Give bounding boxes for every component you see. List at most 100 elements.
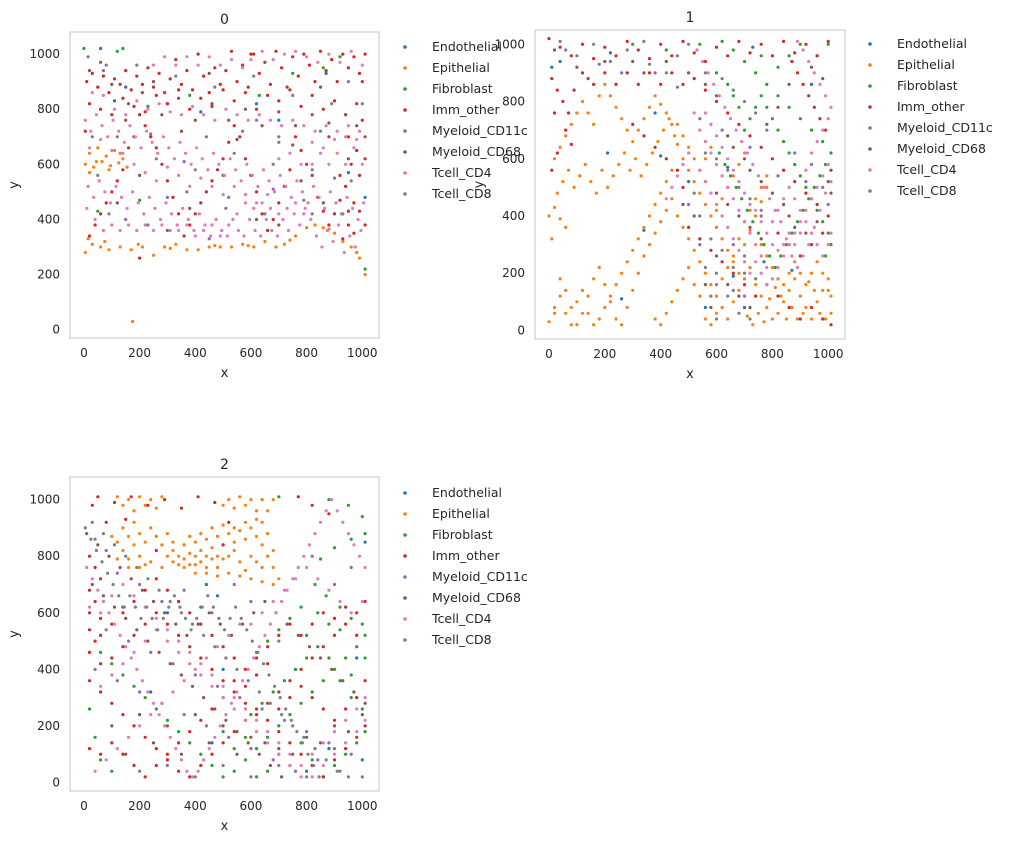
data-point xyxy=(815,300,819,304)
data-point xyxy=(87,650,92,655)
data-point xyxy=(271,599,275,604)
data-point xyxy=(608,294,613,298)
data-point xyxy=(659,102,663,106)
legend-marker xyxy=(403,638,407,642)
data-point xyxy=(204,135,208,139)
data-point xyxy=(748,228,752,232)
data-point xyxy=(93,537,97,541)
data-point xyxy=(337,223,341,227)
data-point xyxy=(310,696,314,700)
data-point xyxy=(709,294,713,298)
data-point xyxy=(228,616,232,621)
data-point xyxy=(742,157,747,161)
data-point xyxy=(821,77,825,81)
data-point xyxy=(178,140,182,144)
data-point xyxy=(151,599,156,604)
data-point xyxy=(829,294,833,298)
data-point xyxy=(126,102,131,106)
data-point xyxy=(782,202,786,207)
data-point xyxy=(263,239,267,244)
data-point xyxy=(698,117,702,121)
data-point xyxy=(357,209,362,213)
data-point xyxy=(254,118,259,122)
data-point xyxy=(299,104,303,108)
data-point xyxy=(628,168,632,172)
data-point xyxy=(107,611,111,615)
data-point xyxy=(357,256,362,260)
data-point xyxy=(129,495,133,499)
data-point xyxy=(215,645,220,649)
data-point xyxy=(726,248,730,252)
data-point xyxy=(234,168,238,172)
data-point xyxy=(303,206,307,210)
data-point xyxy=(121,713,125,717)
data-point xyxy=(117,129,121,133)
data-point xyxy=(99,611,103,615)
data-point xyxy=(221,557,225,561)
data-point xyxy=(653,202,657,207)
data-point xyxy=(608,94,613,98)
data-point xyxy=(210,673,214,677)
data-point xyxy=(252,656,256,660)
data-point xyxy=(154,506,158,510)
legend-item: Myeloid_CD11c xyxy=(868,120,993,135)
data-point xyxy=(132,509,136,513)
data-point xyxy=(818,208,822,212)
data-point xyxy=(360,622,364,626)
data-point xyxy=(355,137,359,142)
data-point xyxy=(346,775,350,779)
data-point xyxy=(346,532,350,536)
data-point xyxy=(664,311,668,315)
data-point xyxy=(324,69,328,73)
data-point xyxy=(157,713,161,717)
data-point xyxy=(762,260,766,264)
data-point xyxy=(726,134,730,138)
data-point xyxy=(285,622,289,626)
data-point xyxy=(300,190,304,194)
data-point xyxy=(154,157,158,161)
data-point xyxy=(254,107,259,111)
data-point xyxy=(614,82,618,86)
data-point xyxy=(327,135,331,139)
data-point xyxy=(818,82,822,86)
data-point xyxy=(299,667,303,672)
data-point xyxy=(720,237,724,241)
data-point xyxy=(776,105,780,109)
data-point xyxy=(558,59,562,64)
data-point xyxy=(254,747,259,751)
data-point xyxy=(118,228,122,233)
data-point xyxy=(143,696,147,700)
data-point xyxy=(241,242,245,246)
data-point xyxy=(592,57,596,61)
data-point xyxy=(332,752,337,756)
data-point xyxy=(360,713,364,717)
data-point xyxy=(195,616,199,621)
data-point xyxy=(731,274,735,278)
data-point xyxy=(305,730,309,734)
data-point xyxy=(726,168,730,172)
data-point xyxy=(320,245,324,249)
data-point xyxy=(569,305,573,310)
data-point xyxy=(238,696,242,700)
data-point xyxy=(90,577,94,581)
data-point xyxy=(220,228,224,233)
data-point xyxy=(332,730,337,734)
data-point xyxy=(249,713,253,717)
data-point xyxy=(327,52,331,56)
data-point xyxy=(659,42,663,46)
data-point xyxy=(210,611,214,615)
data-point xyxy=(121,46,125,51)
data-point xyxy=(765,185,769,189)
data-point xyxy=(720,39,724,44)
data-point xyxy=(115,49,119,53)
data-point xyxy=(348,234,352,238)
data-point xyxy=(687,71,691,75)
data-point xyxy=(99,650,103,655)
data-point xyxy=(108,164,112,168)
data-point xyxy=(110,769,114,773)
data-point xyxy=(277,628,281,632)
legend-item: Tcell_CD4 xyxy=(403,611,492,626)
data-point xyxy=(742,220,747,224)
data-point xyxy=(360,707,364,711)
data-point xyxy=(218,234,222,238)
